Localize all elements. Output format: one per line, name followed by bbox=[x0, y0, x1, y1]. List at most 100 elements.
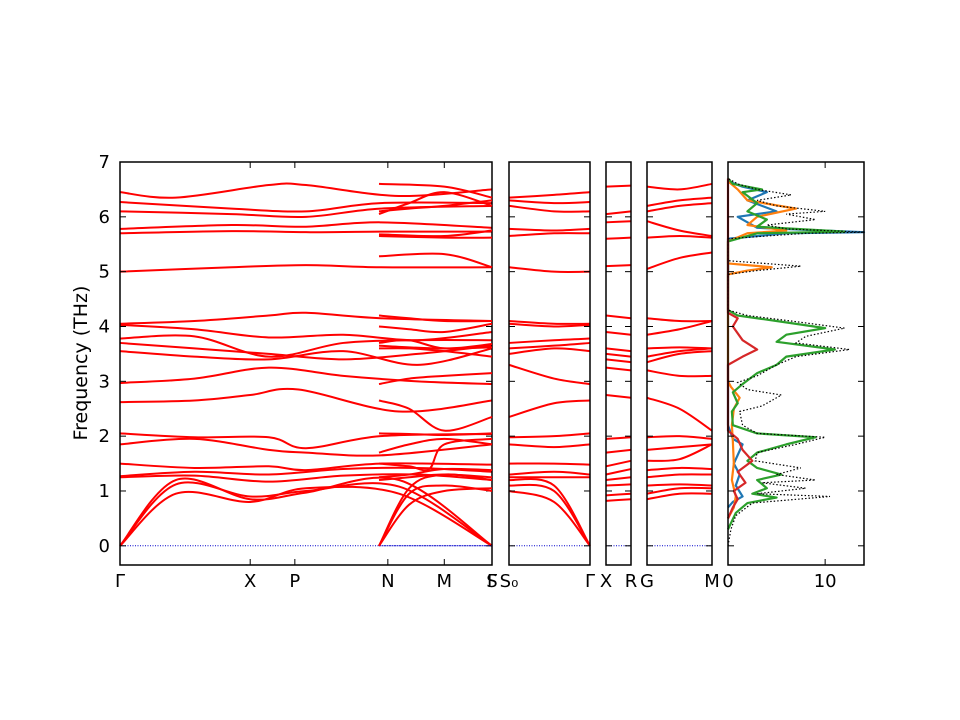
optical-branch-17 bbox=[378, 229, 493, 238]
optical-branch-14 bbox=[605, 314, 632, 320]
optical-branch-14 bbox=[646, 317, 713, 323]
dos-frame bbox=[727, 161, 865, 566]
optical-branch-13 bbox=[119, 323, 493, 342]
x-tick-label: R bbox=[625, 571, 638, 592]
y-axis-label: Frequency (THz) bbox=[70, 286, 92, 441]
optical-branch-10 bbox=[605, 358, 632, 364]
x-tick-label: G bbox=[640, 571, 654, 592]
optical-branch-13 bbox=[646, 320, 713, 336]
x-tick-label: S₀ bbox=[500, 571, 519, 592]
optical-branch-11 bbox=[508, 341, 591, 350]
optical-branch-18 bbox=[605, 210, 632, 216]
optical-branch-8 bbox=[508, 399, 591, 418]
acoustic-branch-2 bbox=[605, 483, 632, 487]
optical-branch-5 bbox=[646, 443, 713, 462]
acoustic-branch-2 bbox=[119, 485, 493, 547]
x-tick-label: X bbox=[600, 571, 612, 592]
optical-branch-16 bbox=[119, 230, 493, 235]
optical-branch-17 bbox=[605, 220, 632, 224]
optical-branch-6 bbox=[646, 443, 713, 451]
optical-branch-9 bbox=[605, 366, 632, 372]
optical-branch-14 bbox=[378, 314, 493, 323]
acoustic-branch-2 bbox=[646, 483, 713, 487]
dos-panel: 0 10 bbox=[722, 161, 866, 592]
x-tick-label: M bbox=[704, 571, 720, 592]
optical-branch-3 bbox=[378, 473, 493, 482]
dos-projection-1 bbox=[726, 180, 798, 519]
optical-branch-16 bbox=[646, 235, 713, 239]
optical-branch-6 bbox=[605, 448, 632, 454]
optical-branch-9 bbox=[508, 363, 591, 386]
optical-branch-19 bbox=[508, 199, 591, 205]
acoustic-branch-0 bbox=[605, 498, 632, 502]
acoustic-branch-0 bbox=[378, 487, 493, 547]
optical-branch-5 bbox=[378, 437, 493, 472]
optical-branch-3 bbox=[605, 476, 632, 482]
optical-branch-15 bbox=[508, 266, 591, 273]
dos-projection-3 bbox=[726, 178, 759, 519]
panel-frame bbox=[508, 161, 591, 566]
acoustic-branch-1 bbox=[605, 492, 632, 497]
y-tick-label: 3 bbox=[99, 371, 110, 392]
optical-branch-11 bbox=[605, 352, 632, 358]
optical-branch-6 bbox=[378, 437, 493, 454]
optical-branch-14 bbox=[119, 311, 493, 325]
optical-branch-8 bbox=[119, 387, 493, 413]
y-tick-label: 5 bbox=[99, 262, 110, 283]
optical-branch-10 bbox=[646, 350, 713, 364]
optical-branch-6 bbox=[119, 437, 493, 457]
optical-branch-18 bbox=[646, 202, 713, 213]
optical-branch-13 bbox=[508, 322, 591, 328]
optical-branch-15 bbox=[646, 251, 713, 270]
optical-branch-14 bbox=[508, 320, 591, 325]
optical-branch-19 bbox=[119, 201, 493, 213]
dos-x-tick-label: 0 bbox=[722, 571, 733, 592]
y-tick-label: 4 bbox=[99, 316, 110, 337]
optical-branch-4 bbox=[646, 466, 713, 472]
optical-branch-9 bbox=[646, 369, 713, 378]
x-tick-label: M bbox=[437, 571, 453, 592]
optical-branch-19 bbox=[646, 196, 713, 207]
panel-frame bbox=[646, 161, 713, 566]
optical-branch-16 bbox=[378, 235, 493, 239]
y-tick-label: 1 bbox=[99, 481, 110, 502]
optical-branch-17 bbox=[646, 220, 713, 238]
dos-x-tick-label: 10 bbox=[814, 571, 837, 592]
acoustic-branch-1 bbox=[508, 483, 591, 547]
acoustic-branch-0 bbox=[119, 476, 493, 547]
optical-branch-17 bbox=[119, 221, 493, 230]
acoustic-branch-1 bbox=[378, 484, 493, 547]
x-tick-label: Γ bbox=[115, 571, 125, 592]
optical-branch-4 bbox=[119, 466, 493, 478]
optical-branch-5 bbox=[508, 462, 591, 466]
optical-branch-13 bbox=[378, 322, 493, 334]
panel-frame bbox=[119, 161, 493, 566]
optical-branch-7 bbox=[508, 432, 591, 439]
optical-branch-7 bbox=[378, 432, 493, 437]
optical-branch-15 bbox=[605, 264, 632, 268]
y-tick-label: 6 bbox=[99, 207, 110, 228]
optical-branch-12 bbox=[646, 346, 713, 350]
acoustic-branch-2 bbox=[508, 477, 591, 547]
optical-branch-16 bbox=[605, 236, 632, 240]
optical-branch-17 bbox=[508, 227, 591, 232]
optical-branch-4 bbox=[378, 467, 493, 479]
optical-branch-4 bbox=[508, 470, 591, 476]
x-tick-label: S bbox=[486, 571, 497, 592]
optical-branch-15 bbox=[378, 252, 493, 269]
optical-branch-7 bbox=[646, 435, 713, 440]
y-tick-label: 2 bbox=[99, 426, 110, 447]
x-tick-label: X bbox=[244, 571, 256, 592]
optical-branch-12 bbox=[508, 337, 591, 344]
optical-branch-8 bbox=[646, 396, 713, 432]
x-tick-label: P bbox=[289, 571, 300, 592]
panel-frame bbox=[605, 161, 632, 566]
optical-branch-10 bbox=[508, 347, 591, 355]
optical-branch-5 bbox=[119, 462, 493, 472]
